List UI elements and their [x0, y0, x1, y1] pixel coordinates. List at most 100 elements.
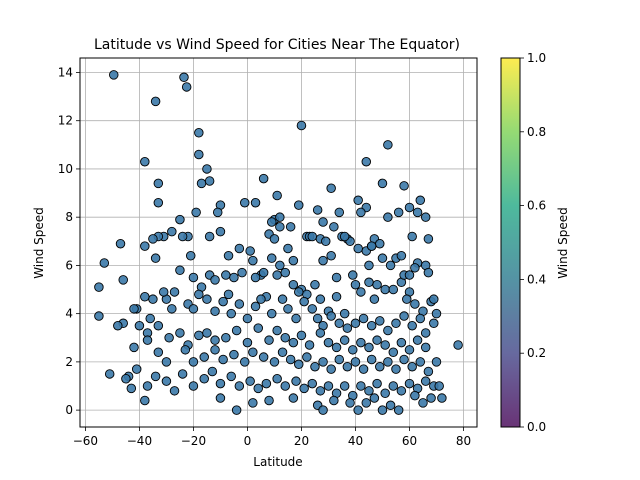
data-point: [188, 357, 199, 367]
data-point: [364, 342, 374, 353]
data-point: [415, 195, 426, 206]
data-point: [388, 381, 399, 391]
data-point: [153, 197, 164, 208]
data-point: [221, 333, 231, 343]
data-point: [245, 376, 255, 386]
data-point: [115, 238, 126, 249]
data-point: [275, 212, 285, 222]
data-point: [326, 183, 336, 193]
data-point: [302, 352, 312, 362]
y-axis-label: Wind Speed: [32, 207, 46, 279]
data-point: [210, 275, 220, 285]
y-tick-label: 12: [58, 114, 73, 128]
x-tick-label: 80: [456, 434, 471, 448]
data-point: [415, 357, 426, 367]
data-point: [315, 294, 326, 304]
data-point: [202, 164, 212, 174]
data-point: [294, 200, 304, 210]
data-point: [194, 149, 204, 160]
y-tick-label: 0: [65, 403, 73, 417]
y-tick-label: 2: [65, 355, 73, 369]
data-point: [412, 207, 423, 218]
chart-title: Latitude vs Wind Speed for Cities Near T…: [94, 37, 460, 53]
data-point: [291, 313, 301, 324]
data-points: [94, 70, 463, 415]
y-tick-label: 8: [65, 210, 73, 224]
data-point: [283, 243, 293, 254]
data-point: [361, 156, 372, 167]
data-point: [315, 328, 326, 338]
data-point: [272, 270, 282, 280]
data-point: [369, 393, 380, 403]
data-point: [153, 320, 164, 331]
data-point: [339, 231, 350, 242]
data-point: [364, 386, 374, 396]
data-point: [142, 381, 153, 391]
data-point: [194, 289, 204, 300]
data-point: [164, 333, 174, 343]
data-point: [277, 347, 288, 357]
data-point: [145, 313, 155, 324]
data-point: [299, 383, 309, 394]
data-point: [310, 279, 320, 290]
data-point: [420, 212, 431, 222]
data-point: [331, 292, 342, 302]
y-tick-label: 10: [58, 162, 73, 176]
data-point: [140, 395, 150, 406]
data-point: [404, 202, 415, 213]
data-point: [366, 241, 377, 251]
data-point: [153, 347, 164, 357]
data-point: [356, 337, 366, 348]
data-point: [239, 197, 250, 208]
data-point: [339, 308, 350, 319]
data-point: [288, 337, 299, 348]
data-point: [410, 263, 420, 273]
data-point: [375, 238, 385, 249]
data-point: [383, 212, 393, 222]
data-point: [412, 335, 423, 345]
data-point: [383, 140, 393, 150]
data-point: [242, 313, 253, 324]
y-tick-label: 4: [65, 307, 73, 321]
data-point: [218, 296, 228, 307]
data-point: [179, 72, 189, 83]
data-point: [361, 398, 372, 408]
data-point: [231, 405, 242, 415]
data-point: [167, 226, 177, 237]
data-point: [356, 207, 366, 218]
data-point: [358, 313, 369, 324]
data-point: [388, 347, 399, 357]
data-point: [248, 347, 258, 357]
data-point: [402, 294, 412, 304]
data-point: [202, 328, 212, 338]
data-point: [323, 337, 334, 348]
data-point: [210, 306, 220, 316]
data-point: [420, 342, 431, 353]
data-point: [188, 272, 199, 283]
data-point: [229, 349, 239, 360]
data-point: [377, 178, 388, 189]
data-point: [391, 364, 401, 374]
data-point: [348, 345, 358, 355]
data-point: [266, 217, 277, 227]
data-point: [258, 352, 269, 362]
data-point: [453, 340, 463, 350]
data-point: [356, 287, 366, 297]
y-tick-label: 14: [58, 65, 73, 79]
data-point: [104, 369, 115, 379]
data-point: [129, 304, 139, 314]
data-point: [175, 328, 185, 338]
data-point: [250, 197, 261, 208]
data-point: [194, 128, 204, 138]
data-point: [377, 253, 388, 263]
data-point: [296, 120, 307, 131]
data-point: [239, 357, 250, 367]
data-point: [350, 357, 361, 367]
data-point: [288, 255, 299, 266]
data-point: [161, 376, 172, 386]
plot-frame: [79, 57, 478, 428]
data-point: [429, 294, 439, 304]
data-point: [258, 173, 269, 184]
data-point: [315, 386, 326, 396]
data-point: [99, 258, 110, 268]
